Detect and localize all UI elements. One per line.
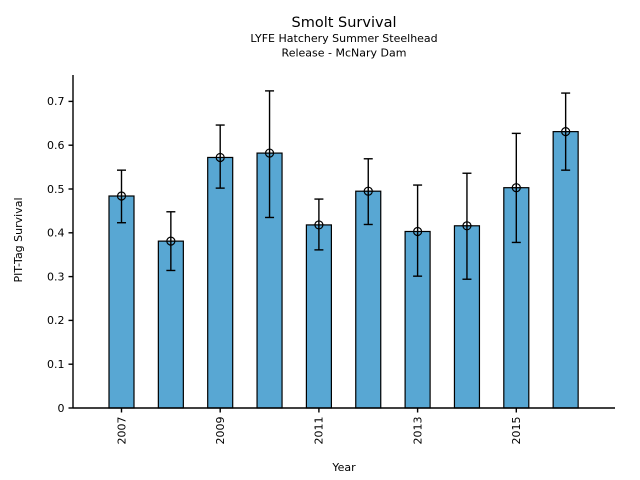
x-tick-label: 2013 — [411, 417, 424, 445]
x-tick-label: 2011 — [313, 417, 326, 445]
chart-title: Smolt Survival — [292, 15, 397, 31]
y-axis-label: PIT-Tag Survival — [12, 197, 25, 282]
axes-group: 0 0.1 0.2 0.3 0.4 0.5 0.6 0.7 2007 2009 2011 2013 20… — [47, 75, 615, 445]
chart-subtitle-line1: LYFE Hatchery Summer Steelhead — [250, 32, 437, 45]
y-tick-label: 0 — [58, 402, 65, 415]
y-tick-label: 0.1 — [47, 358, 65, 371]
bar-2009 — [207, 156, 234, 409]
x-tick-label: 2015 — [510, 417, 523, 445]
y-tick-label: 0.4 — [47, 227, 65, 240]
y-tick-label: 0.7 — [47, 95, 65, 108]
bar-2007 — [108, 195, 135, 409]
y-tick-label: 0.6 — [47, 139, 65, 152]
x-tick-label: 2009 — [214, 417, 227, 445]
bars-group — [108, 131, 579, 409]
x-axis-label: Year — [331, 461, 356, 474]
y-tick-label: 0.3 — [47, 270, 65, 283]
chart-subtitle-line2: Release - McNary Dam — [282, 47, 407, 60]
bar-2011 — [305, 224, 332, 409]
y-tick-label: 0.2 — [47, 314, 65, 327]
x-tick-label: 2007 — [115, 417, 128, 445]
y-tick-label: 0.5 — [47, 183, 65, 196]
bar-2016 — [552, 131, 579, 409]
markers-group — [116, 126, 572, 247]
error-bars-group — [117, 90, 571, 280]
bar-2013 — [404, 230, 431, 409]
